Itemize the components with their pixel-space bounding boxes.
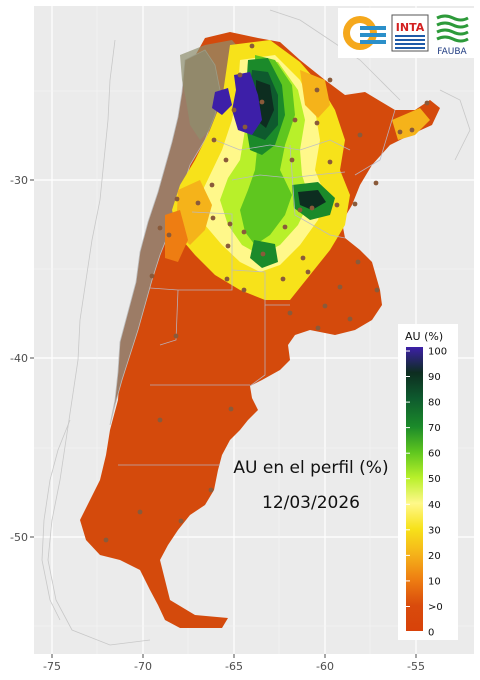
province-borders bbox=[118, 109, 396, 466]
inta-logo-text: INTA bbox=[396, 21, 425, 34]
legend-tick-label: >0 bbox=[428, 602, 443, 613]
map-date: 12/03/2026 bbox=[262, 493, 360, 513]
legend-labels: 100 90 80 70 60 50 40 30 20 10 >0 0 bbox=[406, 347, 447, 639]
legend-colorbar bbox=[406, 347, 423, 631]
legend-tick-label: 20 bbox=[428, 551, 441, 562]
station-points bbox=[103, 43, 430, 543]
legend-tick-label: 70 bbox=[428, 423, 441, 434]
fauba-logo: FAUBA bbox=[435, 12, 469, 57]
y-tick-label: -40 bbox=[10, 352, 28, 365]
x-tick-label: -70 bbox=[134, 660, 152, 673]
y-tick-label: -50 bbox=[10, 531, 28, 544]
x-tick-label: -75 bbox=[43, 660, 61, 673]
x-tick-label: -65 bbox=[225, 660, 243, 673]
legend-title: AU (%) bbox=[405, 330, 443, 343]
legend-tick-label: 60 bbox=[428, 449, 441, 460]
legend-tick-label: 0 bbox=[428, 628, 434, 639]
x-tick-labels: -75 -70 -65 -60 -55 bbox=[43, 660, 425, 673]
legend-tick-label: 30 bbox=[428, 525, 441, 536]
y-tick-label: -30 bbox=[10, 174, 28, 187]
inta-logo: INTA bbox=[391, 14, 429, 52]
logos-panel: INTA FAUBA bbox=[338, 8, 474, 58]
legend-tick-label: 80 bbox=[428, 398, 441, 409]
legend-tick-label: 100 bbox=[428, 347, 447, 358]
legend-tick-label: 50 bbox=[428, 474, 441, 485]
legend-tick-label: 10 bbox=[428, 576, 441, 587]
soil-moisture-field bbox=[165, 40, 430, 300]
fauba-logo-text: FAUBA bbox=[437, 47, 467, 57]
map-title: AU en el perfil (%) bbox=[233, 458, 388, 478]
ministry-logo bbox=[343, 16, 386, 50]
legend-tick-label: 90 bbox=[428, 372, 441, 383]
legend-tick-label: 40 bbox=[428, 500, 441, 511]
x-tick-label: -60 bbox=[316, 660, 334, 673]
logos-svg: INTA FAUBA bbox=[343, 12, 469, 57]
y-tick-labels: -30 -40 -50 bbox=[10, 174, 28, 544]
x-tick-label: -55 bbox=[407, 660, 425, 673]
axis-ticks bbox=[30, 179, 417, 658]
